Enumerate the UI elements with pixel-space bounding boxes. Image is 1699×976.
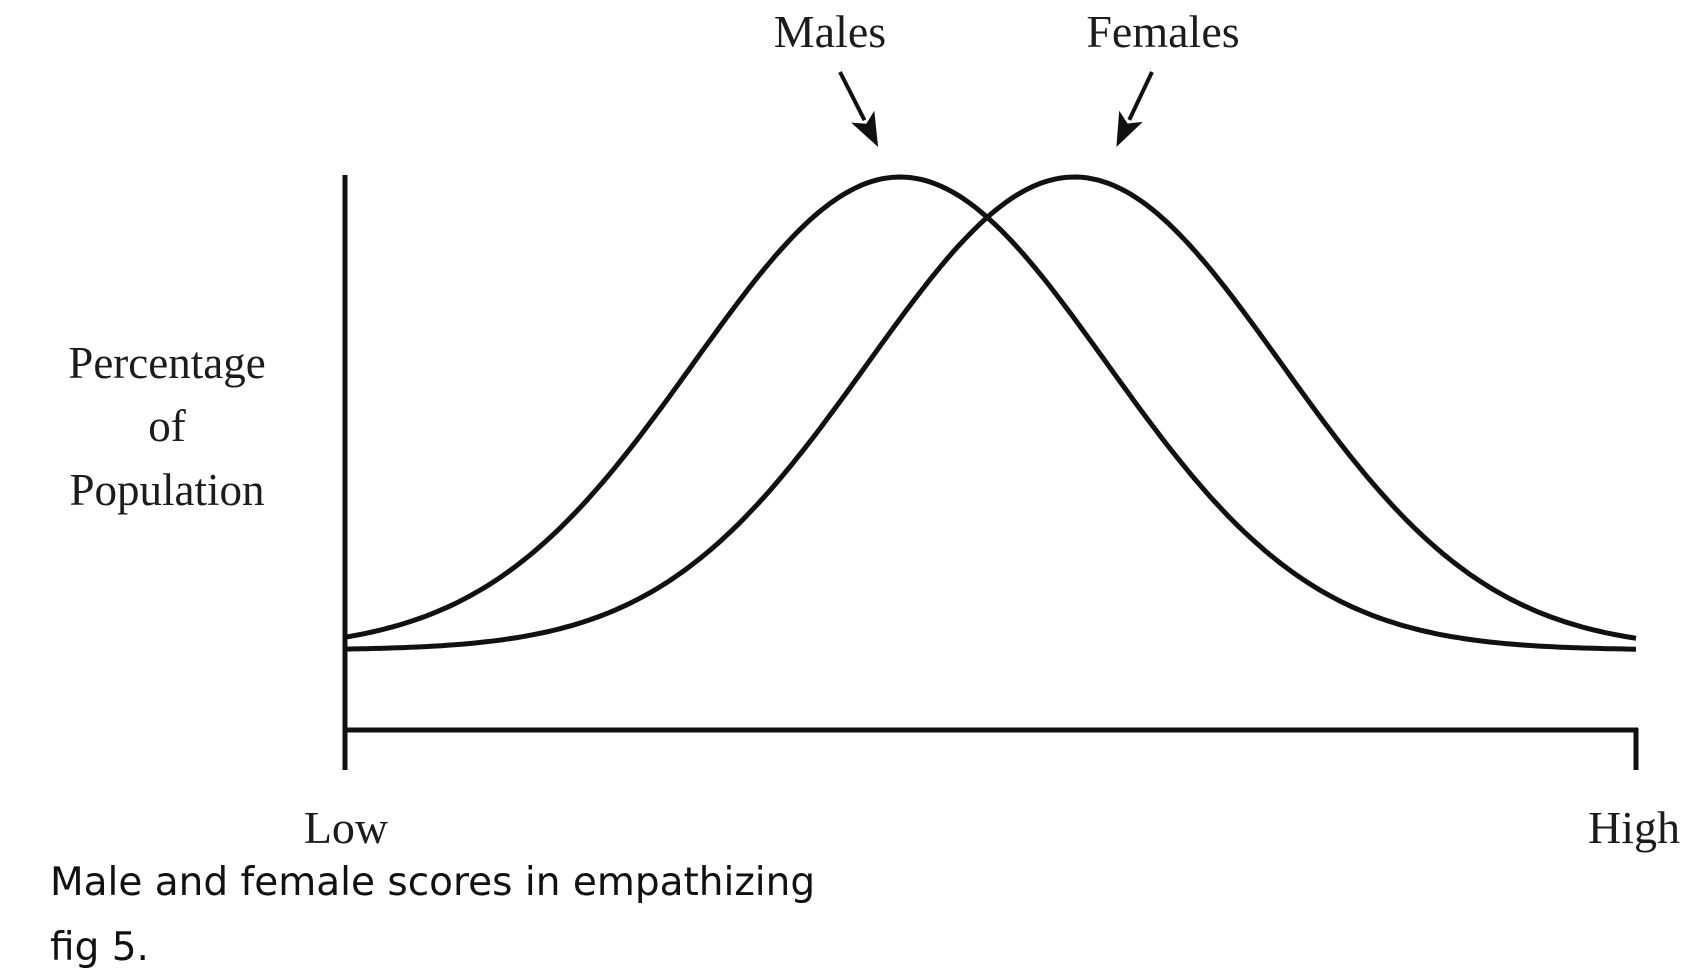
annotation-females: Females (1086, 6, 1239, 57)
x-tick-label-low: Low (304, 802, 389, 853)
arrow-males (838, 71, 879, 147)
series-line-females (344, 174, 1637, 652)
annotation-males: Males (774, 6, 886, 57)
y-axis-label-line-1: Percentage (68, 338, 265, 388)
figure-number: fig 5. (50, 925, 149, 970)
arrow-females (1116, 71, 1154, 147)
series-line-males (344, 174, 1637, 652)
annotation-arrows (838, 71, 1154, 147)
series-curves (344, 174, 1637, 652)
figure-caption: Male and female scores in empathizing (50, 860, 816, 905)
y-axis-label-line-3: Population (69, 465, 264, 515)
y-axis-label-line-2: of (148, 401, 186, 451)
x-tick-label-high: High (1588, 802, 1680, 853)
